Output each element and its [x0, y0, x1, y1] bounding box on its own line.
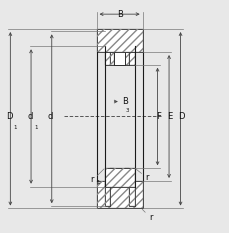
FancyBboxPatch shape	[96, 181, 142, 209]
Text: r: r	[148, 213, 152, 222]
Text: 1: 1	[95, 180, 99, 185]
FancyBboxPatch shape	[129, 31, 134, 52]
Text: 1: 1	[13, 125, 17, 130]
FancyBboxPatch shape	[113, 52, 125, 65]
Text: B: B	[116, 10, 122, 19]
FancyBboxPatch shape	[125, 168, 129, 181]
FancyBboxPatch shape	[129, 181, 134, 206]
FancyBboxPatch shape	[104, 31, 109, 52]
Text: d: d	[27, 112, 33, 121]
FancyBboxPatch shape	[113, 168, 125, 181]
Text: r: r	[145, 173, 148, 182]
FancyBboxPatch shape	[104, 46, 134, 65]
FancyBboxPatch shape	[109, 168, 113, 181]
FancyBboxPatch shape	[96, 29, 142, 52]
Text: E: E	[167, 112, 172, 121]
Text: 1: 1	[34, 125, 37, 130]
Text: F: F	[155, 112, 161, 121]
Text: r: r	[90, 175, 93, 184]
FancyBboxPatch shape	[104, 168, 134, 187]
Text: D: D	[6, 112, 12, 121]
Text: d: d	[48, 112, 53, 121]
Text: B: B	[121, 97, 127, 106]
Text: D: D	[178, 112, 184, 121]
FancyBboxPatch shape	[125, 52, 129, 65]
FancyBboxPatch shape	[104, 181, 109, 206]
FancyBboxPatch shape	[109, 52, 113, 65]
Text: 3: 3	[125, 108, 129, 113]
